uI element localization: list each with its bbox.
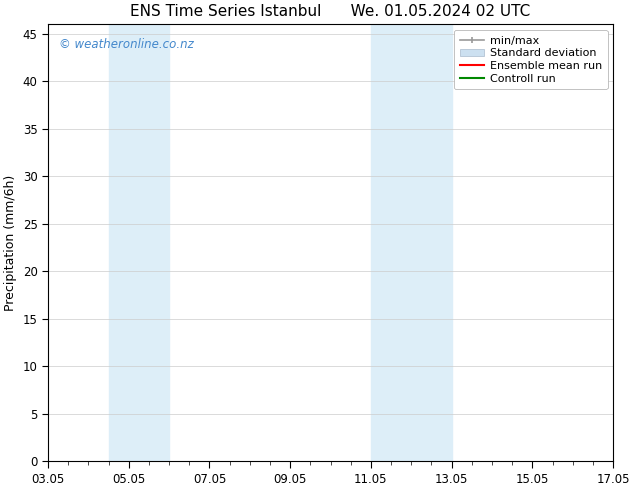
Y-axis label: Precipitation (mm/6h): Precipitation (mm/6h) bbox=[4, 174, 17, 311]
Legend: min/max, Standard deviation, Ensemble mean run, Controll run: min/max, Standard deviation, Ensemble me… bbox=[454, 30, 607, 90]
Text: © weatheronline.co.nz: © weatheronline.co.nz bbox=[60, 38, 194, 50]
Bar bbox=[108, 24, 169, 461]
Bar bbox=[371, 24, 451, 461]
Title: ENS Time Series Istanbul      We. 01.05.2024 02 UTC: ENS Time Series Istanbul We. 01.05.2024 … bbox=[131, 4, 531, 19]
